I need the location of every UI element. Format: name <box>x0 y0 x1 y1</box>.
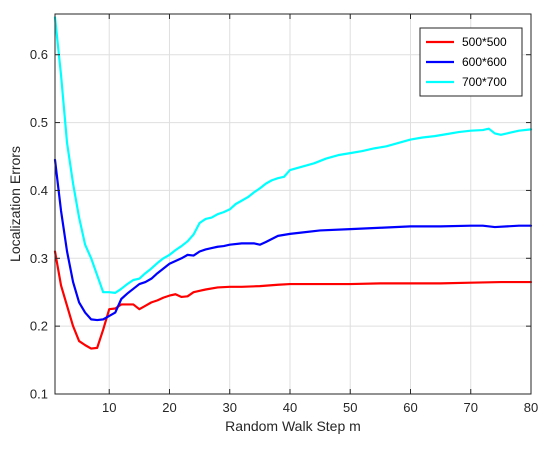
legend-items: 500*500 600*600 700*700 <box>426 35 507 89</box>
legend-label: 600*600 <box>462 55 507 69</box>
axis-ticks <box>55 14 532 395</box>
y-tick-label: 0.3 <box>30 251 48 266</box>
y-tick-label: 0.4 <box>30 183 48 198</box>
plot-area-frame <box>54 13 532 395</box>
x-tick-label: 80 <box>524 400 538 415</box>
series-line-2 <box>53 158 533 322</box>
legend-label: 700*700 <box>462 75 507 89</box>
x-tick-labels: 10 20 30 40 50 60 70 80 <box>102 400 538 415</box>
y-axis-title: Localization Errors <box>7 146 23 262</box>
x-tick-label: 50 <box>343 400 357 415</box>
series-lines <box>53 16 533 350</box>
x-tick-label: 40 <box>283 400 297 415</box>
legend: 500*500 600*600 700*700 <box>419 27 523 97</box>
legend-label: 500*500 <box>462 35 507 49</box>
y-tick-label: 0.6 <box>30 47 48 62</box>
series-line-3 <box>53 16 533 294</box>
series-line-1 <box>53 250 533 350</box>
x-tick-label: 30 <box>222 400 236 415</box>
x-tick-label: 20 <box>162 400 176 415</box>
x-tick-label: 10 <box>102 400 116 415</box>
x-tick-label: 70 <box>464 400 478 415</box>
x-axis-title: Random Walk Step m <box>225 418 361 434</box>
y-tick-label: 0.2 <box>30 319 48 334</box>
y-tick-label: 0.1 <box>30 387 48 402</box>
y-tick-labels: 0.1 0.2 0.3 0.4 0.5 0.6 <box>30 47 48 401</box>
y-tick-label: 0.5 <box>30 115 48 130</box>
x-tick-label: 60 <box>403 400 417 415</box>
